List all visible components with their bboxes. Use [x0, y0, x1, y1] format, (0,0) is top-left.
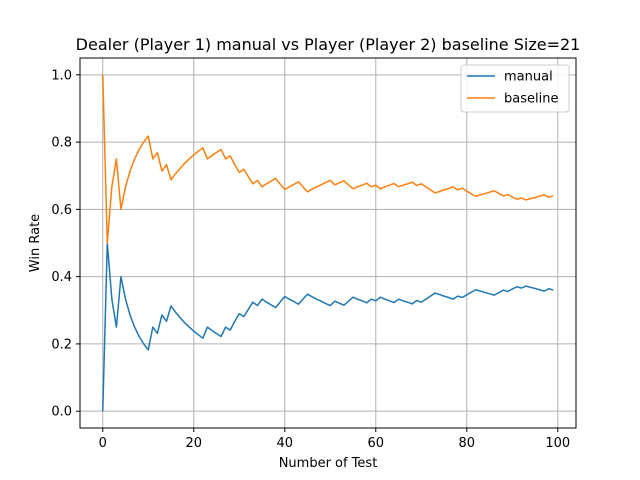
y-tick-label: 0.4 [51, 270, 72, 285]
x-tick-label: 40 [276, 436, 293, 451]
y-axis-label: Win Rate [28, 214, 43, 272]
y-tick-label: 0.0 [51, 405, 72, 420]
y-tick-label: 1.0 [51, 68, 72, 83]
y-tick-label: 0.2 [51, 337, 72, 352]
chart-title: Dealer (Player 1) manual vs Player (Play… [76, 35, 581, 54]
y-tick-label: 0.8 [51, 136, 72, 151]
legend-label-manual: manual [504, 70, 553, 85]
x-tick-label: 20 [185, 436, 202, 451]
x-tick-label: 80 [459, 436, 476, 451]
series-line-baseline [102, 74, 554, 244]
x-tick-label: 60 [368, 436, 385, 451]
x-axis-label: Number of Test [279, 456, 378, 471]
legend-label-baseline: baseline [504, 92, 558, 107]
tick-layer: 0 20 40 60 80 100 0.0 0.2 0.4 0.6 0.8 1.0 [51, 68, 570, 451]
y-tick-label: 0.6 [51, 203, 72, 218]
series-line-manual [102, 242, 554, 412]
grid-layer [80, 58, 576, 428]
x-tick-label: 0 [99, 436, 107, 451]
plot-frame [79, 57, 577, 429]
x-tick-label: 100 [545, 436, 570, 451]
series-layer [102, 74, 554, 412]
legend: manual baseline [460, 64, 570, 113]
